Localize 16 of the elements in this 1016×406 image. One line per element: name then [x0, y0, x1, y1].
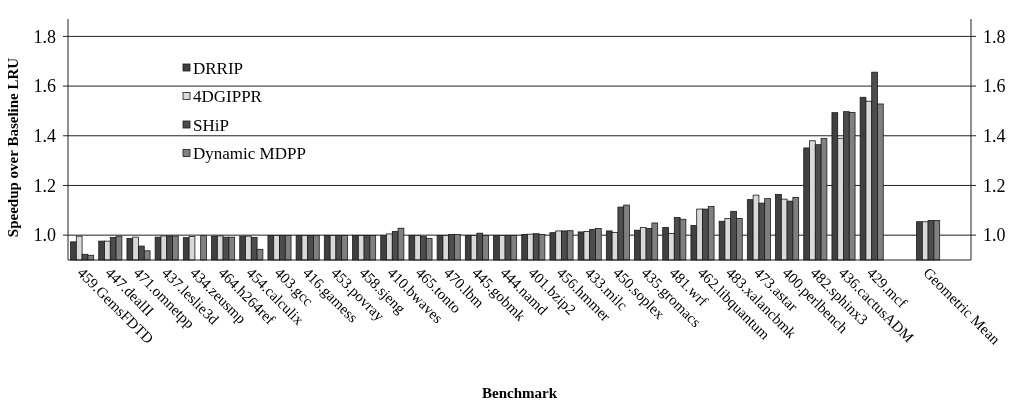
y-tick-label: 1.8	[33, 26, 56, 47]
legend-label: DRRIP	[193, 58, 244, 78]
y2-tick-label: 1.8	[983, 26, 1006, 47]
y-tick-label: 1.0	[33, 225, 56, 246]
y-tick-label: 1.4	[33, 126, 56, 147]
legend-label: SHiP	[193, 115, 229, 135]
x-axis-title: Benchmark	[482, 385, 558, 401]
legend-label: 4DGIPPR	[193, 87, 263, 107]
y2-tick-label: 1.0	[983, 225, 1006, 246]
y2-tick-label: 1.6	[983, 76, 1006, 97]
y-tick-label: 1.6	[33, 76, 56, 97]
y-axis-title: Speedup over Baseline LRU	[5, 57, 21, 238]
y-tick-label: 1.2	[33, 175, 56, 196]
legend-label: Dynamic MDPP	[193, 144, 306, 164]
y2-tick-label: 1.4	[983, 126, 1006, 147]
y2-tick-label: 1.2	[983, 175, 1006, 196]
